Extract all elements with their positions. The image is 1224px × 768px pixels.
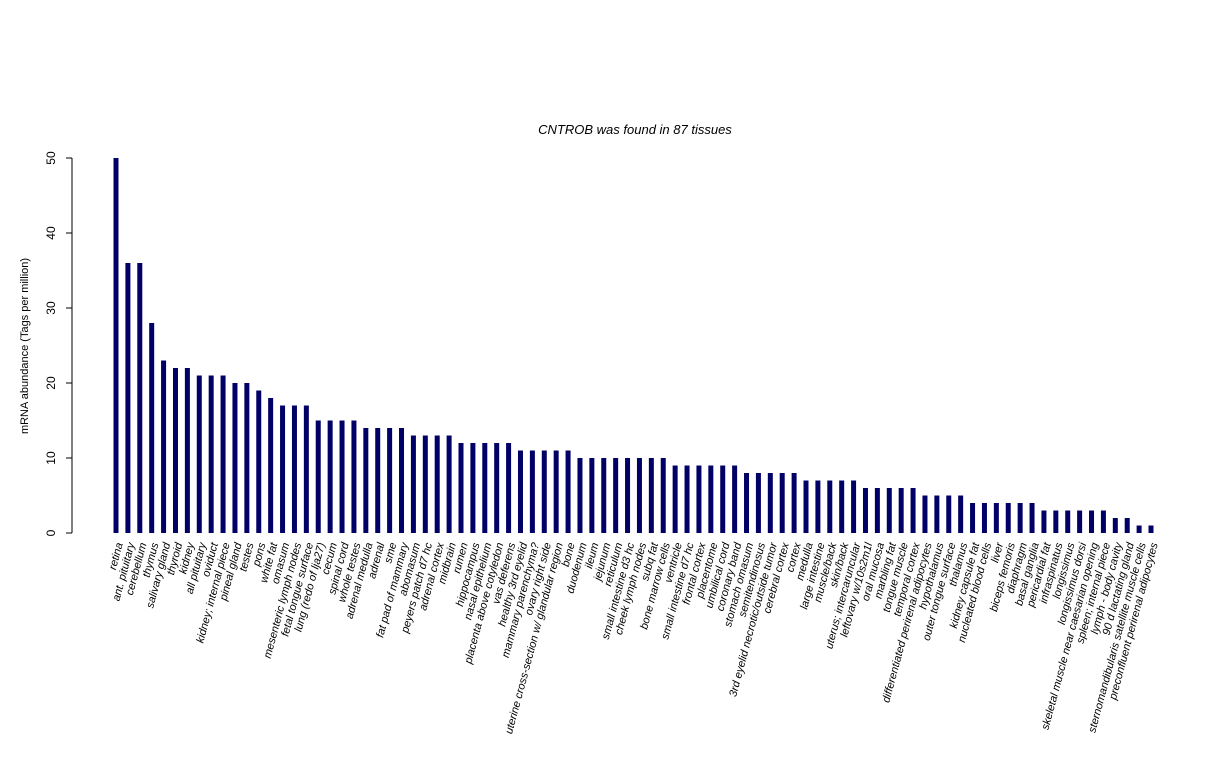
bar bbox=[1017, 503, 1023, 533]
bar bbox=[232, 383, 238, 533]
bar bbox=[1112, 518, 1118, 533]
bar bbox=[553, 450, 559, 533]
bar bbox=[351, 420, 357, 533]
bar bbox=[303, 405, 309, 533]
bar bbox=[958, 495, 964, 533]
bar bbox=[196, 375, 202, 533]
bar bbox=[851, 480, 857, 533]
bar bbox=[1065, 510, 1071, 533]
bar bbox=[755, 473, 761, 533]
bar bbox=[399, 428, 405, 533]
bar bbox=[244, 383, 250, 533]
bar bbox=[1148, 525, 1154, 533]
bar bbox=[874, 488, 880, 533]
bar bbox=[1041, 510, 1047, 533]
bar bbox=[363, 428, 369, 533]
bar bbox=[541, 450, 547, 533]
bar bbox=[291, 405, 297, 533]
bar bbox=[732, 465, 738, 533]
bar bbox=[744, 473, 750, 533]
bar bbox=[636, 458, 642, 533]
bar bbox=[767, 473, 773, 533]
bar bbox=[839, 480, 845, 533]
y-tick-label: 50 bbox=[44, 151, 58, 165]
bar bbox=[172, 368, 178, 533]
bar bbox=[137, 263, 143, 533]
bar bbox=[981, 503, 987, 533]
bar bbox=[517, 450, 523, 533]
y-tick-label: 0 bbox=[44, 529, 58, 536]
bar bbox=[803, 480, 809, 533]
bar bbox=[339, 420, 345, 533]
bar bbox=[506, 443, 512, 533]
bar bbox=[268, 398, 274, 533]
bar bbox=[315, 420, 321, 533]
bar bbox=[113, 158, 119, 533]
bar bbox=[613, 458, 619, 533]
bar bbox=[589, 458, 595, 533]
bar bbox=[470, 443, 476, 533]
bar bbox=[375, 428, 381, 533]
bar bbox=[720, 465, 726, 533]
bar bbox=[922, 495, 928, 533]
x-tick-label: liver bbox=[989, 540, 1006, 564]
bar bbox=[696, 465, 702, 533]
bar bbox=[970, 503, 976, 533]
bar bbox=[791, 473, 797, 533]
bar bbox=[1124, 518, 1130, 533]
bar bbox=[910, 488, 916, 533]
bar bbox=[125, 263, 131, 533]
bar bbox=[494, 443, 500, 533]
bar bbox=[827, 480, 833, 533]
bar bbox=[1029, 503, 1035, 533]
bar bbox=[184, 368, 190, 533]
bar bbox=[862, 488, 868, 533]
bar bbox=[410, 435, 416, 533]
y-tick-label: 30 bbox=[44, 301, 58, 315]
bar bbox=[161, 360, 167, 533]
bar bbox=[708, 465, 714, 533]
bar bbox=[1089, 510, 1095, 533]
chart-title: CNTROB was found in 87 tissues bbox=[538, 122, 732, 137]
bar bbox=[387, 428, 393, 533]
bar bbox=[648, 458, 654, 533]
bar bbox=[993, 503, 999, 533]
bar bbox=[1136, 525, 1142, 533]
bar bbox=[660, 458, 666, 533]
bar bbox=[1077, 510, 1083, 533]
bar bbox=[886, 488, 892, 533]
bar bbox=[625, 458, 631, 533]
bar bbox=[220, 375, 226, 533]
bar bbox=[1053, 510, 1059, 533]
bar bbox=[672, 465, 678, 533]
y-axis-label: mRNA abundance (Tags per million) bbox=[19, 258, 31, 434]
bar bbox=[149, 323, 155, 533]
bar bbox=[327, 420, 333, 533]
y-tick-label: 40 bbox=[44, 226, 58, 240]
bar bbox=[1005, 503, 1011, 533]
bar bbox=[446, 435, 452, 533]
bar bbox=[256, 390, 262, 533]
bar bbox=[946, 495, 952, 533]
bar bbox=[577, 458, 583, 533]
bar bbox=[458, 443, 464, 533]
y-tick-label: 20 bbox=[44, 376, 58, 390]
bar bbox=[280, 405, 286, 533]
bar bbox=[779, 473, 785, 533]
bar bbox=[434, 435, 440, 533]
bar bbox=[684, 465, 690, 533]
y-tick-label: 10 bbox=[44, 451, 58, 465]
bar bbox=[565, 450, 571, 533]
bar bbox=[1100, 510, 1106, 533]
bar bbox=[529, 450, 535, 533]
x-tick-label: sme bbox=[382, 541, 399, 564]
bar bbox=[601, 458, 607, 533]
bar bbox=[482, 443, 488, 533]
bar bbox=[898, 488, 904, 533]
bar bbox=[422, 435, 428, 533]
bar bbox=[934, 495, 940, 533]
bar bbox=[815, 480, 821, 533]
bar bbox=[208, 375, 214, 533]
